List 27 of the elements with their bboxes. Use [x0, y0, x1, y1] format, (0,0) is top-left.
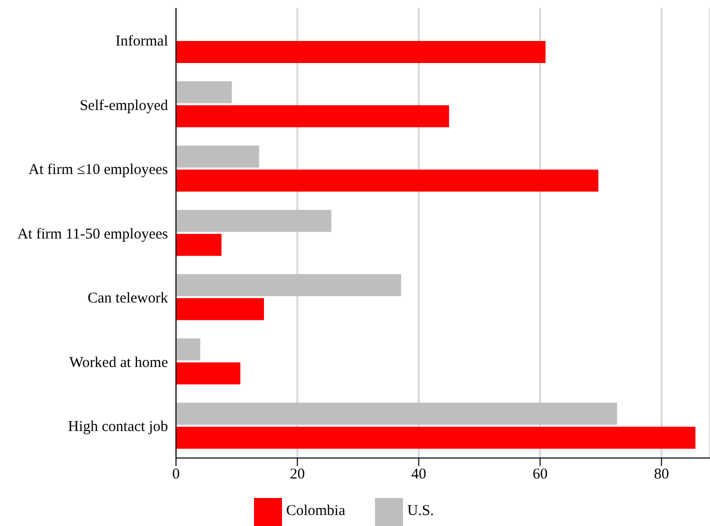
bar [176, 298, 264, 320]
y-tick-label: Can telework [88, 290, 168, 307]
y-tick-label: Informal [116, 33, 168, 50]
bar [176, 338, 200, 360]
bar [176, 41, 546, 63]
legend-label: Colombia [286, 503, 346, 520]
x-tick-label: 20 [290, 466, 305, 483]
bar [176, 210, 332, 232]
bar [176, 274, 402, 296]
y-tick-label: Self-employed [80, 98, 168, 114]
bar [176, 146, 260, 168]
legend-label: U.S. [407, 503, 434, 520]
x-tick-label: 60 [532, 466, 548, 483]
y-tick-label: High contact job [68, 419, 168, 436]
y-tick-label: At firm ≤10 employees [28, 162, 168, 178]
bar [176, 170, 598, 192]
bar [176, 234, 222, 256]
bar [176, 402, 618, 425]
y-tick-label: Worked at home [69, 354, 168, 371]
bar [176, 362, 240, 384]
bar [176, 81, 232, 104]
bar [176, 426, 696, 449]
x-tick-label: 40 [411, 466, 426, 483]
bar [176, 105, 450, 128]
y-tick-label: At firm 11-50 employees [17, 226, 168, 242]
x-tick-label: 80 [654, 466, 669, 483]
x-tick-label: 0 [172, 466, 180, 483]
